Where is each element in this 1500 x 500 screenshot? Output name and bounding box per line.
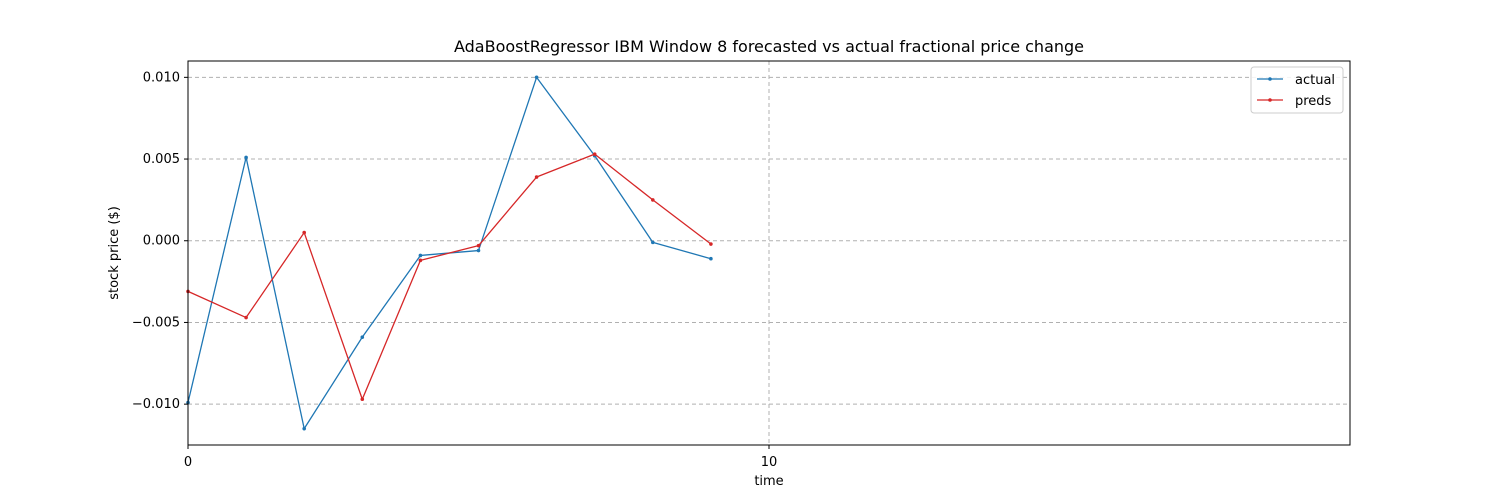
- data-point-actual: [360, 335, 365, 339]
- data-point-preds: [651, 198, 655, 202]
- data-point-preds: [360, 397, 365, 402]
- legend-marker-preds: [1268, 98, 1272, 102]
- y-tick-label: 0.000: [143, 234, 180, 249]
- y-tick-label: 0.005: [143, 152, 180, 167]
- axis-ticks: −0.010 −0.005 0.000 0.005 0.010 0 10: [132, 70, 777, 470]
- y-tick-label: −0.005: [132, 315, 180, 330]
- plot-series: [186, 75, 713, 431]
- data-point-preds: [302, 230, 307, 235]
- legend-label-actual: actual: [1295, 73, 1335, 88]
- data-point-actual: [244, 155, 248, 160]
- y-tick-label: 0.010: [143, 70, 180, 85]
- series-line-preds: [187, 153, 712, 400]
- legend-marker-actual: [1268, 77, 1272, 81]
- x-axis-title: time: [754, 474, 783, 489]
- y-tick-label: −0.010: [132, 397, 180, 412]
- data-point-preds: [476, 243, 481, 248]
- data-point-actual: [418, 253, 423, 258]
- grid: [187, 61, 1350, 445]
- data-point-preds: [244, 315, 248, 320]
- data-point-actual: [651, 240, 655, 245]
- data-point-preds: [418, 258, 423, 263]
- data-point-preds: [592, 152, 597, 156]
- data-point-actual: [302, 426, 307, 431]
- legend-label-preds: preds: [1295, 94, 1332, 109]
- data-point-preds: [709, 242, 713, 246]
- x-tick-label: 0: [184, 455, 192, 470]
- chart-title: AdaBoostRegressor IBM Window 8 forecaste…: [454, 37, 1084, 56]
- y-axis-title: stock price ($): [107, 206, 122, 300]
- data-point-actual: [476, 248, 481, 253]
- data-point-preds: [534, 175, 539, 179]
- data-point-actual: [534, 75, 539, 80]
- x-tick-label: 10: [761, 455, 778, 470]
- data-point-actual: [709, 256, 713, 261]
- legend: actual preds: [1250, 66, 1344, 114]
